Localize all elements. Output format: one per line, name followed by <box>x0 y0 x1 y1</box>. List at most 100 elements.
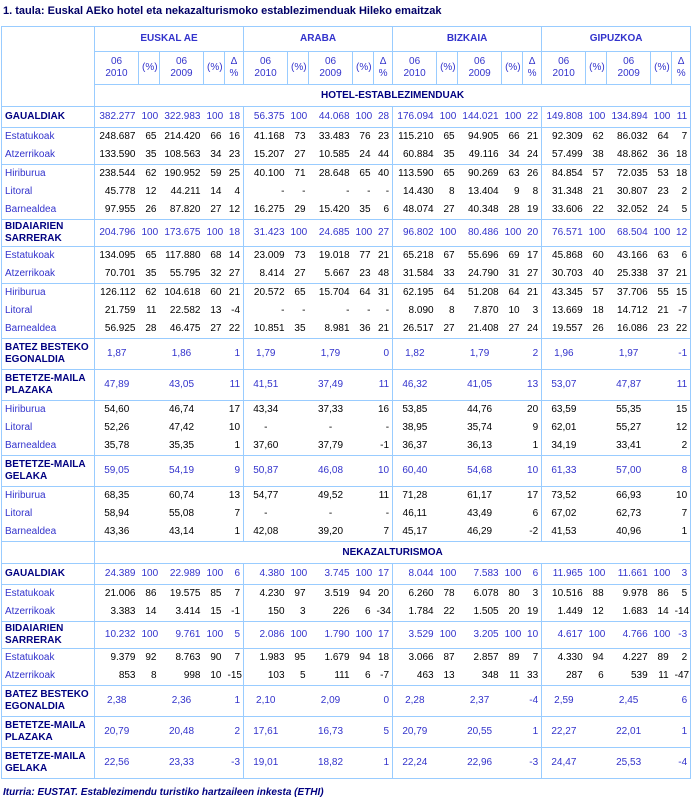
value-cell: 463 <box>416 670 434 681</box>
value-cell: 18 <box>224 219 245 247</box>
value-cell: 38 <box>592 149 604 160</box>
value-cell: 63,59 <box>541 400 586 419</box>
table-row: Estatukoak 9.379 92 8.763 90 7 1.983 95 1.679 94 1… <box>1 648 691 667</box>
value-cell: 21 <box>373 320 394 339</box>
empty-cell <box>501 747 523 779</box>
empty-cell <box>287 486 309 505</box>
value-cell: 8.044 <box>392 563 437 585</box>
value-cell: 27 <box>443 204 455 215</box>
empty-cell <box>138 400 160 419</box>
value-cell: 94 <box>352 648 374 667</box>
empty-cell <box>204 523 225 542</box>
value-cell: 12 <box>592 606 604 617</box>
value-cell: 13 <box>210 305 222 316</box>
value-cell: 1.505 <box>473 606 499 617</box>
value-cell: 35 <box>443 149 455 160</box>
empty-cell <box>436 747 458 779</box>
value-cell: 100 <box>501 563 523 585</box>
empty-cell <box>203 486 225 505</box>
value-cell: 18 <box>592 305 604 316</box>
value-cell: 67,02 <box>551 508 577 519</box>
value-cell: 117.880 <box>159 246 204 265</box>
value-cell: 3.529 <box>392 621 437 649</box>
value-cell: 17 <box>224 400 245 419</box>
value-cell: 22,24 <box>392 747 437 779</box>
value-cell: 1.679 <box>308 648 353 667</box>
value-cell: 96.802 <box>392 219 437 247</box>
value-cell: 46,08 <box>308 455 353 487</box>
empty-cell <box>585 685 607 717</box>
value-cell: 10.516 <box>541 584 586 603</box>
value-cell: 48 <box>373 265 394 284</box>
value-cell: 7 <box>224 584 245 603</box>
empty-cell <box>436 486 458 505</box>
value-cell: 5 <box>224 621 245 649</box>
value-cell: 7 <box>373 523 394 542</box>
value-cell: 31.423 <box>243 219 288 247</box>
empty-cell <box>288 505 309 523</box>
value-cell: 8 <box>449 305 455 316</box>
row-label: Estatukoak <box>1 127 95 146</box>
table-row: Litoral 52,26 47,42 10- - -38,95 35,74 9 62,01 55… <box>1 419 691 437</box>
value-cell: 100 <box>138 563 160 585</box>
value-cell: 27 <box>373 219 394 247</box>
value-cell: 100 <box>501 106 523 128</box>
value-cell: 1.983 <box>243 648 288 667</box>
value-cell: 49.116 <box>468 149 499 160</box>
empty-cell <box>436 338 458 370</box>
row-label: Atzerrikoak <box>1 146 95 165</box>
table-row: Estatukoak 21.006 86 19.575 85 7 4.230 97 3.519 9… <box>1 584 691 603</box>
value-cell: 100 <box>650 106 672 128</box>
row-label: BATEZ BESTEKO EGONALDIA <box>1 685 95 717</box>
table-row: Hiriburua 238.544 62 190.952 59 25 40.100 71 28.… <box>1 164 691 183</box>
table-row: Litoral 58,94 55,08 7- - -46,11 43,49 6 67,02 62,… <box>1 505 691 523</box>
value-cell: 100 <box>352 621 374 649</box>
value-cell: 27 <box>224 265 245 284</box>
value-cell: 64 <box>352 283 374 302</box>
value-cell: 22.582 <box>169 305 201 316</box>
value-cell: 21.006 <box>94 584 139 603</box>
value-cell: 11 <box>509 670 520 681</box>
value-cell: 14 <box>224 246 245 265</box>
value-cell: 21 <box>522 283 543 302</box>
value-cell: 8.981 <box>324 323 350 334</box>
value-cell: 9.761 <box>159 621 204 649</box>
value-cell: 16.275 <box>253 204 285 215</box>
value-cell: 37,60 <box>253 440 279 451</box>
empty-cell <box>352 338 374 370</box>
value-cell: 23 <box>657 323 669 334</box>
row-label: BETETZE-MAILA PLAZAKA <box>1 716 95 748</box>
value-cell: 22 <box>443 606 455 617</box>
value-cell: 100 <box>287 219 309 247</box>
value-cell: 40,96 <box>616 526 642 537</box>
value-cell: 190.952 <box>159 164 204 183</box>
empty-cell <box>203 400 225 419</box>
empty-cell <box>436 400 458 419</box>
value-cell: 126.112 <box>94 283 139 302</box>
empty-cell <box>203 747 225 779</box>
value-cell: 539 <box>630 670 648 681</box>
col-header: (%) <box>287 51 310 85</box>
value-cell: 28 <box>145 323 157 334</box>
value-cell: 100 <box>352 106 374 128</box>
value-cell: 46,11 <box>402 508 427 519</box>
section-banner: HOTEL-ESTABLEZIMENDUAK <box>321 89 465 101</box>
value-cell: 2,09 <box>308 685 353 717</box>
value-cell: 23 <box>359 268 371 279</box>
value-cell: 66,93 <box>606 486 651 505</box>
table-row: BIDAIARIEN SARRERAK 10.232 100 9.761 100 5 2.0… <box>1 621 691 649</box>
value-cell: 71,28 <box>392 486 437 505</box>
value-cell: 89 <box>650 648 672 667</box>
value-cell: 21 <box>671 265 691 284</box>
value-cell: 11 <box>373 369 394 401</box>
value-cell: 10 <box>671 486 691 505</box>
value-cell: 7.870 <box>473 305 499 316</box>
value-cell: 17 <box>373 563 394 585</box>
value-cell: 6 <box>364 606 371 617</box>
value-cell: -34 <box>373 603 394 622</box>
empty-cell <box>138 685 160 717</box>
value-cell: 11 <box>671 369 691 401</box>
value-cell: 133.590 <box>99 149 136 160</box>
value-cell: 46.475 <box>169 323 201 334</box>
value-cell: 6.078 <box>457 584 502 603</box>
